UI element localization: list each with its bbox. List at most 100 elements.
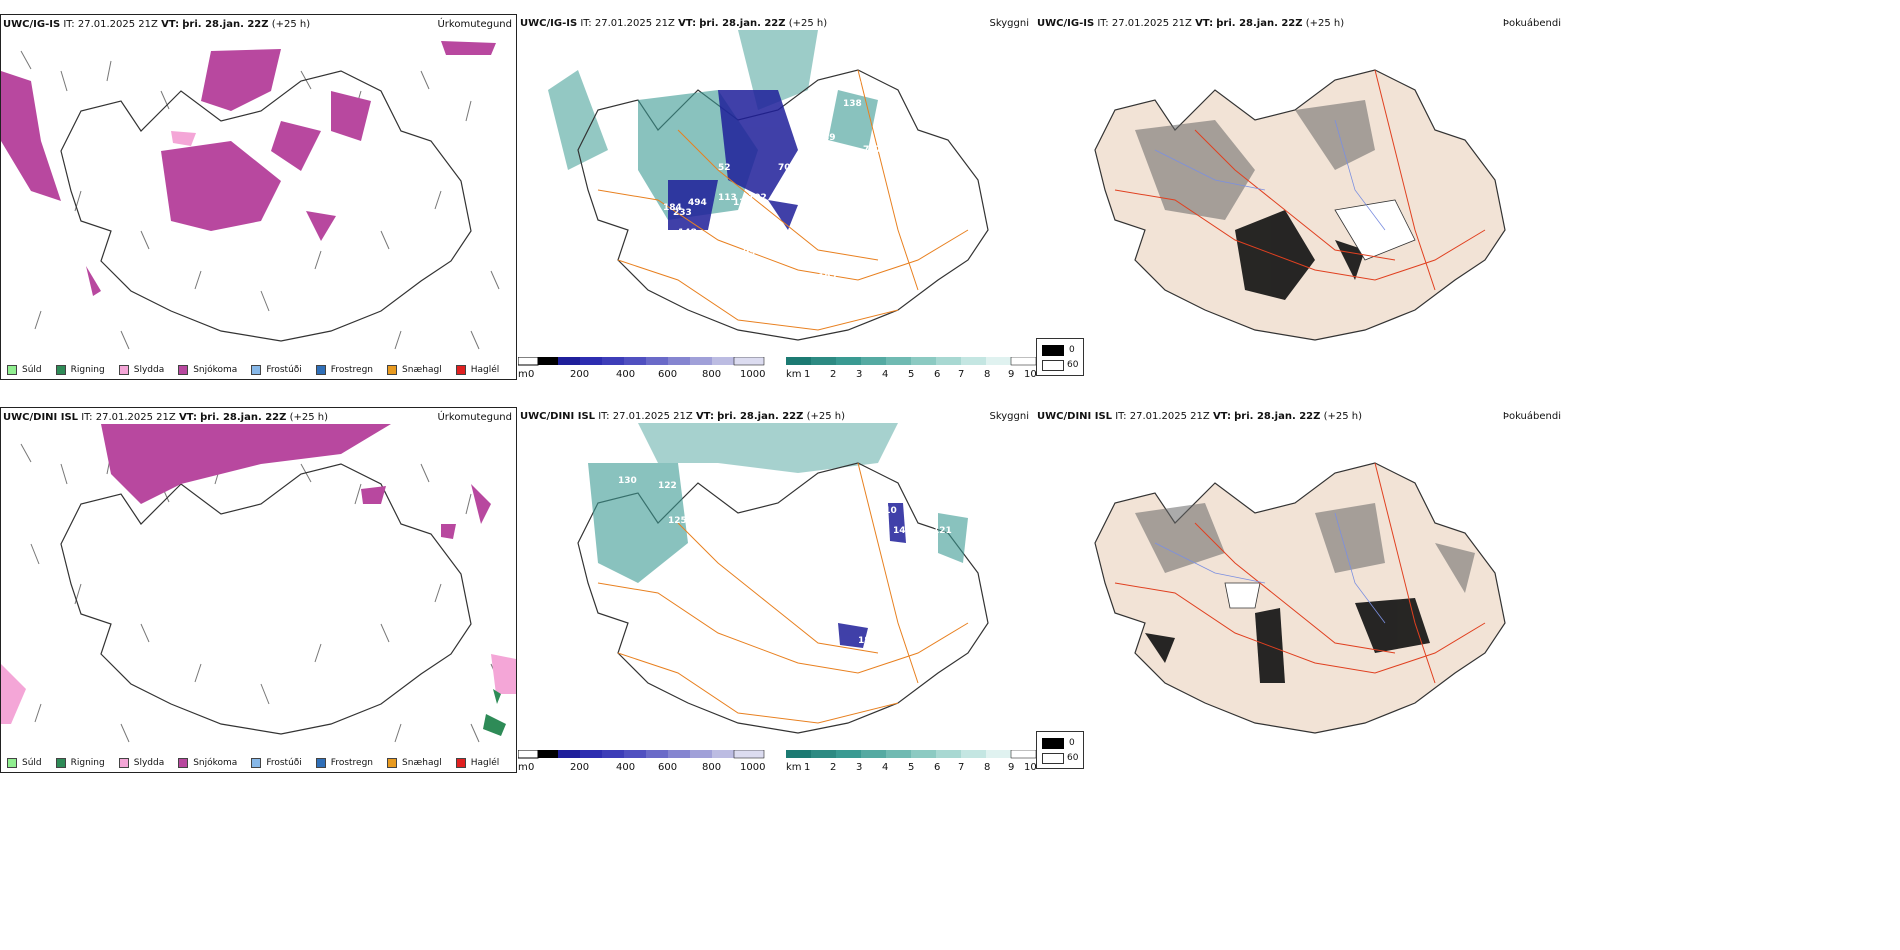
cloud-base-tick: 1000: [740, 762, 766, 773]
cloud-base-label: 84: [853, 233, 866, 243]
visibility-tick: 5: [908, 369, 915, 380]
visibility-unit: km: [786, 762, 802, 773]
legend-item-sold: Súld: [7, 758, 42, 768]
visibility-tick: 10: [1024, 369, 1037, 380]
cloud-base-label: 99: [743, 248, 756, 258]
iceland-land: [1094, 462, 1506, 734]
panel-title: Úrkomutegund: [437, 412, 512, 423]
cloud-base-tick: 600: [658, 762, 678, 773]
fog-panel-row1: UWC/IG-IS IT: 27.01.2025 21Z VT: þri. 28…: [1035, 14, 1565, 380]
visibility-tick: 2: [830, 762, 837, 773]
fog-legend-row1: 0 60: [1036, 338, 1084, 376]
legend-swatch: [251, 365, 262, 375]
panel-title: Þokuábendi: [1502, 411, 1561, 422]
cloud-base-label: 233: [673, 208, 692, 218]
legend-item-frostudi: Frostúði: [251, 758, 302, 768]
panel-title: Þokuábendi: [1502, 18, 1561, 29]
legend-swatch: [455, 758, 466, 768]
cloud-base-label: 52: [718, 163, 731, 173]
panel-header: UWC/IG-IS IT: 27.01.2025 21Z VT: þri. 28…: [3, 19, 311, 30]
cloud-base-tick: 200: [570, 762, 590, 773]
cloud-base-label: 192: [818, 273, 837, 283]
cloud-base-tick: 200: [570, 369, 590, 380]
legend-swatch: [55, 758, 66, 768]
fog-swatch-high: [1042, 738, 1064, 749]
legend-item-rigning: Rigning: [55, 365, 105, 375]
fog-map: [1094, 462, 1506, 734]
visibility-tick: 7: [958, 369, 965, 380]
panel-header: UWC/DINI ISL IT: 27.01.2025 21Z VT: þri.…: [3, 412, 329, 423]
visibility-unit: km: [786, 369, 802, 380]
precip-map: [1, 424, 516, 743]
legend-swatch: [118, 758, 129, 768]
cloud-base-tick: 400: [616, 762, 636, 773]
legend-swatch: [315, 365, 326, 375]
fog-legend-low: 60: [1067, 753, 1079, 763]
cloud-base-label: 60: [628, 203, 641, 213]
cloud-base-gradient: [518, 750, 765, 759]
cloud-base-label: 125: [668, 516, 687, 526]
precip-legend: Súld Rigning Slydda Snjókoma Frostúði Fr…: [1, 365, 507, 375]
visibility-colorbar: km 1 2 3 4 5 6 7 8 9 10: [786, 750, 1037, 774]
cloud-base-label: 210: [878, 506, 897, 516]
visibility-tick: 9: [1008, 369, 1015, 380]
fog-swatch-low: [1042, 753, 1064, 764]
cloud-base-label: 113: [718, 193, 737, 203]
cloud-base-label: 188: [858, 636, 877, 646]
legend-swatch: [178, 758, 189, 768]
cloud-base-label: 130: [618, 476, 637, 486]
cloud-base-colorbar: m 0 200 400 600 800 1000: [518, 357, 778, 381]
panel-header: UWC/IG-IS IT: 27.01.2025 21Z VT: þri. 28…: [1037, 18, 1345, 29]
precip-panel-row2: UWC/DINI ISL IT: 27.01.2025 21Z VT: þri.…: [0, 407, 517, 773]
fog-legend-low: 60: [1067, 360, 1079, 370]
legend-item-frostregn: Frostregn: [315, 365, 373, 375]
cloud-base-label: 77: [793, 133, 806, 143]
legend-item-slydda: Slydda: [118, 365, 164, 375]
cloud-base-label: 222: [828, 566, 847, 576]
legend-swatch: [387, 365, 398, 375]
panel-title: Skyggni: [989, 18, 1029, 29]
legend-swatch: [387, 758, 398, 768]
iceland-outline: [577, 462, 989, 734]
visibility-tick: 1: [804, 762, 811, 773]
cloud-base-label: 127: [733, 198, 752, 208]
legend-item-slydda: Slydda: [118, 758, 164, 768]
cloud-base-gradient: [518, 357, 765, 366]
precip-map: [1, 41, 500, 350]
fog-legend-row2: 0 60: [1036, 731, 1084, 769]
legend-swatch: [7, 758, 17, 768]
cloud-base-label: 143: [848, 616, 867, 626]
visibility-tick: 4: [882, 762, 889, 773]
legend-item-haglel: Haglél: [455, 365, 499, 375]
cloud-base-tick: 400: [616, 369, 636, 380]
visibility-tick: 2: [830, 369, 837, 380]
legend-swatch: [455, 365, 466, 375]
panel-header: UWC/IG-IS IT: 27.01.2025 21Z VT: þri. 28…: [520, 18, 828, 29]
legend-item-sold: Súld: [7, 365, 42, 375]
visibility-tick: 1: [804, 369, 811, 380]
cloud-base-label: 69: [618, 133, 631, 143]
cloud-base-label: 95: [778, 248, 791, 258]
cloud-base-label: 70: [778, 163, 791, 173]
legend-item-frostudi: Frostúði: [251, 365, 302, 375]
cloud-base-label: 905: [843, 81, 862, 91]
cloud-panel-row2: UWC/DINI ISL IT: 27.01.2025 21Z VT: þri.…: [518, 407, 1037, 774]
panel-title: Skyggni: [989, 411, 1029, 422]
cloud-base-label: 681: [888, 133, 907, 143]
legend-swatch: [315, 758, 326, 768]
panel-title: Úrkomutegund: [437, 19, 512, 30]
cloud-base-label: 138: [843, 99, 862, 109]
visibility-tick: 10: [1024, 762, 1037, 773]
cloud-map: 130 122 125 226 197 210 144 121 222 188 181 143: [577, 423, 989, 734]
cloud-base-label: 197: [678, 576, 697, 586]
legend-item-frostregn: Frostregn: [315, 758, 373, 768]
cloud-base-tick: 600: [658, 369, 678, 380]
iceland-outline: [60, 463, 472, 735]
iceland-outline: [60, 70, 472, 342]
fog-map: [1094, 69, 1506, 341]
fog-swatch-high: [1042, 345, 1064, 356]
cloud-base-unit: m: [518, 369, 528, 380]
panel-header: UWC/DINI ISL IT: 27.01.2025 21Z VT: þri.…: [520, 411, 846, 422]
precip-legend: Súld Rigning Slydda Snjókoma Frostúði Fr…: [1, 758, 507, 768]
